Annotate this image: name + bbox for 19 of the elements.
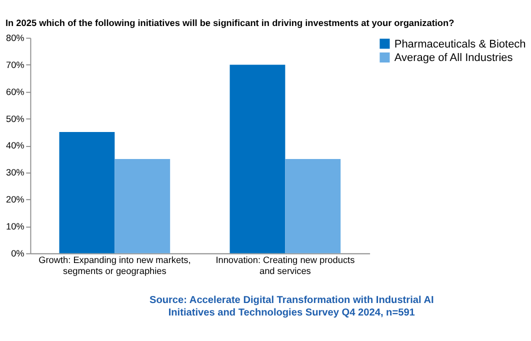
legend-label: Average of All Industries: [394, 52, 514, 64]
y-tick-label: 10%: [6, 222, 24, 232]
y-tick-label: 0%: [11, 248, 24, 258]
y-tick-label: 50%: [6, 114, 24, 124]
legend-label: Pharmaceuticals & Biotech: [394, 38, 526, 50]
y-tick-label: 60%: [6, 86, 24, 97]
chart-title: In 2025 which of the following initiatives will be significant in driving investments at your organization?: [5, 18, 455, 28]
y-tick-label: 30%: [6, 168, 24, 178]
y-tick-label: 70%: [6, 60, 24, 70]
bar: [230, 64, 286, 254]
source-note: Source: Accelerate Digital Transformation with Industrial AI Initiatives and Technologies Survey Q4 2024, n=591: [149, 294, 434, 319]
y-tick-label: 20%: [6, 194, 24, 205]
x-tick-label: Innovation: Creating new products and services: [216, 254, 356, 276]
y-tick-label: 80%: [6, 32, 24, 43]
bar: [114, 159, 170, 254]
bar: [285, 159, 341, 254]
bar: [59, 132, 115, 254]
x-tick-label: Growth: Expanding into new markets, segments or geographies: [38, 254, 191, 276]
y-tick-label: 40%: [6, 140, 24, 151]
